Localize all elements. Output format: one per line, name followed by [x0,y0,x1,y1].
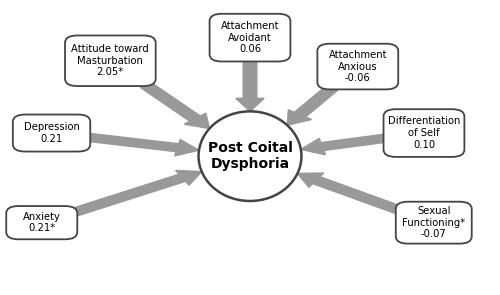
FancyArrow shape [287,86,338,125]
FancyArrow shape [140,82,209,129]
FancyArrow shape [86,133,199,156]
Text: Sexual
Functioning*
-0.07: Sexual Functioning* -0.07 [402,206,466,239]
FancyBboxPatch shape [384,109,464,157]
Text: Attachment
Avoidant
0.06: Attachment Avoidant 0.06 [221,21,279,54]
FancyBboxPatch shape [318,44,398,89]
FancyArrow shape [72,171,202,216]
Text: Depression
0.21: Depression 0.21 [24,122,80,144]
FancyBboxPatch shape [65,35,156,86]
FancyBboxPatch shape [13,114,90,152]
Text: Differentiation
of Self
0.10: Differentiation of Self 0.10 [388,117,460,150]
FancyArrow shape [298,173,402,213]
FancyArrow shape [236,60,264,112]
Ellipse shape [198,112,302,201]
FancyArrow shape [301,134,388,155]
FancyBboxPatch shape [6,206,78,239]
Text: Attachment
Anxious
-0.06: Attachment Anxious -0.06 [328,50,387,83]
Text: Post Coital
Dysphoria: Post Coital Dysphoria [208,141,292,171]
Text: Attitude toward
Masturbation
2.05*: Attitude toward Masturbation 2.05* [72,44,149,77]
FancyBboxPatch shape [396,202,471,244]
FancyBboxPatch shape [210,14,290,61]
Text: Anxiety
0.21*: Anxiety 0.21* [23,212,60,233]
